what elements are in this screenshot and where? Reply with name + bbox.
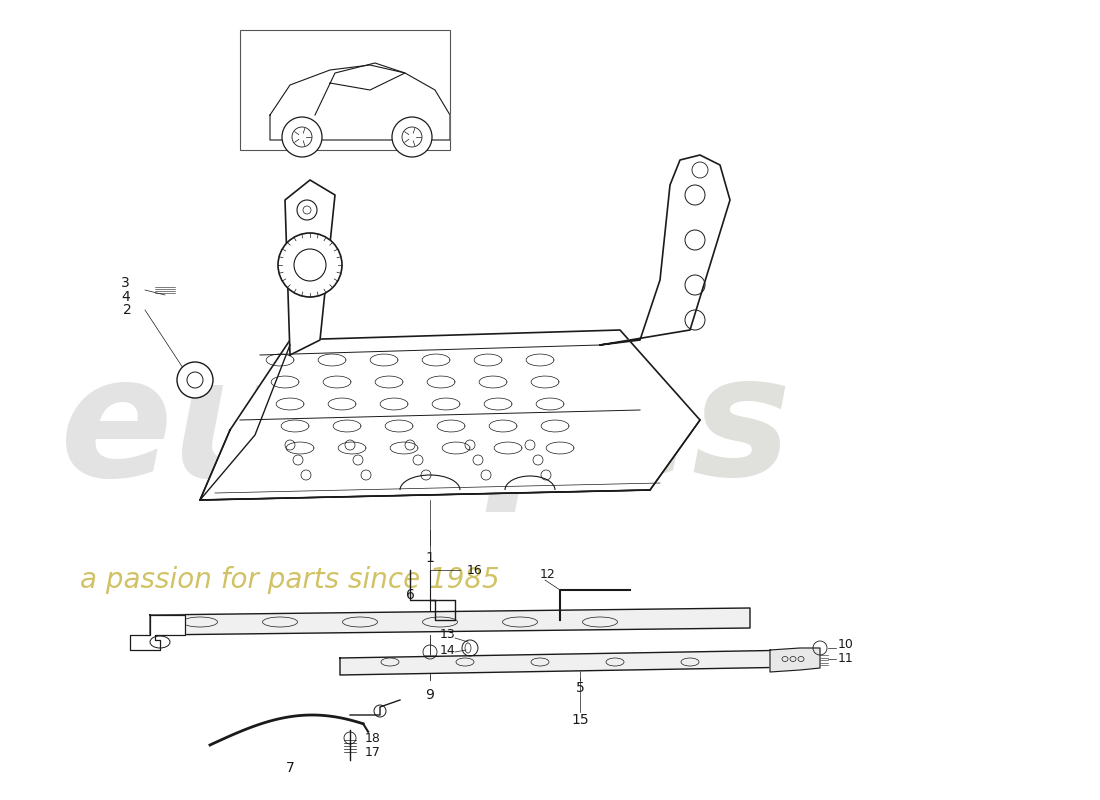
Text: 2: 2 (123, 303, 132, 317)
Text: 9: 9 (426, 688, 434, 702)
Text: 18: 18 (365, 731, 381, 745)
Polygon shape (150, 608, 750, 635)
Circle shape (278, 233, 342, 297)
Text: 1: 1 (426, 551, 434, 565)
Text: 7: 7 (286, 761, 295, 775)
Circle shape (282, 117, 322, 157)
Text: 16: 16 (468, 563, 483, 577)
Polygon shape (340, 650, 800, 675)
Text: 3: 3 (121, 276, 130, 290)
Text: 15: 15 (571, 713, 588, 727)
Polygon shape (130, 615, 185, 650)
Text: 13: 13 (439, 629, 455, 642)
Polygon shape (285, 180, 336, 355)
Bar (240, 30, 450, 150)
Text: 6: 6 (406, 588, 415, 602)
Polygon shape (200, 330, 700, 500)
Text: 11: 11 (838, 651, 854, 665)
Text: 4: 4 (121, 290, 130, 304)
Text: 17: 17 (365, 746, 381, 758)
Text: 14: 14 (439, 643, 455, 657)
Polygon shape (770, 648, 820, 672)
Text: europ: europ (60, 349, 607, 511)
Text: 10: 10 (838, 638, 854, 651)
Circle shape (177, 362, 213, 398)
Text: 5: 5 (575, 681, 584, 695)
Polygon shape (270, 65, 450, 140)
Circle shape (392, 117, 432, 157)
Polygon shape (600, 155, 730, 345)
Text: 12: 12 (539, 569, 556, 582)
Text: a passion for parts since 1985: a passion for parts since 1985 (80, 566, 499, 594)
Text: es: es (580, 349, 792, 511)
